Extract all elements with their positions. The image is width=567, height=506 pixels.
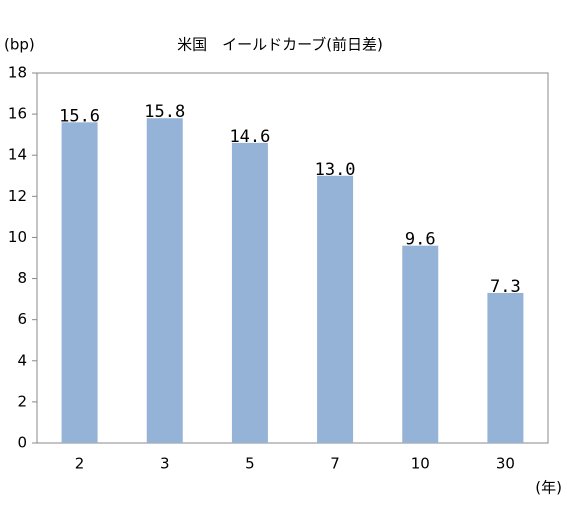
x-tick-label: 2 bbox=[75, 455, 85, 473]
value-label: 9.6 bbox=[405, 230, 436, 250]
y-tick-label: 18 bbox=[8, 64, 27, 82]
y-tick-label: 16 bbox=[8, 105, 27, 123]
value-label: 13.0 bbox=[315, 160, 356, 180]
value-label: 15.8 bbox=[144, 102, 185, 122]
y-tick-label: 4 bbox=[17, 351, 27, 369]
y-tick-label: 10 bbox=[8, 228, 27, 246]
x-tick-label: 10 bbox=[411, 455, 430, 473]
bar bbox=[317, 175, 354, 443]
y-tick-label: 8 bbox=[17, 269, 27, 287]
y-tick-label: 6 bbox=[17, 310, 27, 328]
x-tick-label: 5 bbox=[245, 455, 255, 473]
y-tick-label: 0 bbox=[17, 434, 27, 452]
value-label: 14.6 bbox=[229, 127, 270, 147]
bar bbox=[146, 118, 183, 443]
bar bbox=[487, 292, 524, 443]
x-tick-label: 30 bbox=[496, 455, 515, 473]
y-tick-label: 2 bbox=[17, 392, 27, 410]
plot-area bbox=[36, 72, 549, 444]
y-tick-label: 12 bbox=[8, 187, 27, 205]
value-label: 7.3 bbox=[490, 277, 521, 297]
x-tick-label: 3 bbox=[160, 455, 170, 473]
x-axis-label: (年) bbox=[535, 479, 562, 497]
value-label: 15.6 bbox=[59, 106, 100, 126]
y-axis-label: (bp) bbox=[4, 36, 35, 54]
y-tick-label: 14 bbox=[8, 146, 27, 164]
bar bbox=[61, 122, 98, 443]
chart-title: 米国 イールドカーブ(前日差) bbox=[177, 36, 383, 54]
bar bbox=[402, 245, 439, 443]
bar bbox=[231, 142, 268, 443]
x-tick-label: 7 bbox=[330, 455, 340, 473]
